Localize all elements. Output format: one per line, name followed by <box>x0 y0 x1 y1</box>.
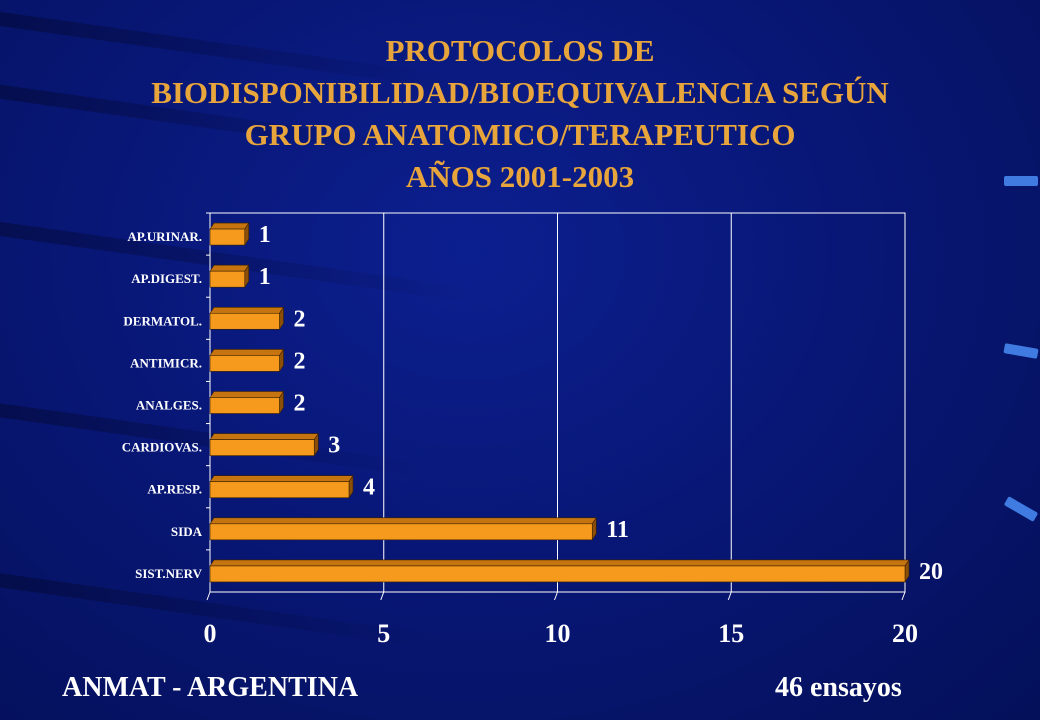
bar-top <box>209 306 285 314</box>
data-label: 20 <box>919 559 943 585</box>
x-tick-label: 0 <box>204 619 217 648</box>
title-line-3: GRUPO ANATOMICO/TERAPEUTICO <box>244 117 796 152</box>
x-tick <box>206 591 211 601</box>
bar <box>209 481 350 499</box>
data-label: 2 <box>294 348 306 374</box>
decorative-mark <box>1004 176 1038 186</box>
footer-count: 46 ensayos <box>775 672 902 703</box>
y-tick-label: AP.URINAR. <box>127 229 202 244</box>
data-label: 3 <box>328 433 340 459</box>
y-tick-label: DERMATOL. <box>123 313 202 328</box>
data-label: 1 <box>259 264 271 290</box>
x-tick-label: 15 <box>718 619 744 648</box>
data-label: 4 <box>363 475 375 501</box>
bar-top <box>209 222 250 230</box>
data-label: 1 <box>259 222 271 248</box>
bar <box>209 312 280 330</box>
y-tick-label: ANALGES. <box>136 398 202 413</box>
y-tick-label: SIDA <box>171 524 203 539</box>
y-tick-label: AP.RESP. <box>147 482 202 497</box>
footer-source: ANMAT - ARGENTINA <box>62 672 359 703</box>
data-label: 2 <box>294 391 306 417</box>
y-tick-label: SIST.NERV <box>135 566 202 581</box>
x-tick-label: 20 <box>892 619 918 648</box>
y-tick-label: ANTIMICR. <box>130 355 202 370</box>
bar-top <box>209 349 285 356</box>
bar-top <box>209 391 285 398</box>
x-tick <box>727 591 732 601</box>
bar <box>209 565 906 583</box>
data-label: 2 <box>294 306 306 332</box>
bar-top <box>209 475 354 483</box>
bar <box>209 397 280 414</box>
bar-top <box>209 433 319 440</box>
bar <box>209 439 315 456</box>
x-tick <box>901 591 906 601</box>
y-tick-label: AP.DIGEST. <box>131 271 202 286</box>
chart-title: PROTOCOLOS DE BIODISPONIBILIDAD/BIOEQUIV… <box>0 30 1040 198</box>
bar-top <box>209 559 910 567</box>
y-tick-label: CARDIOVAS. <box>122 440 202 455</box>
bar <box>209 228 246 246</box>
data-label: 11 <box>606 517 629 543</box>
bar <box>209 523 593 541</box>
x-tick <box>380 591 385 601</box>
bar <box>209 355 280 372</box>
bar-top <box>209 517 597 525</box>
x-tick-label: 5 <box>377 619 390 648</box>
bar-top <box>209 264 250 272</box>
x-tick <box>554 591 558 601</box>
x-tick-label: 10 <box>545 619 571 648</box>
bar <box>209 270 246 288</box>
title-line-2: BIODISPONIBILIDAD/BIOEQUIVALENCIA SEGÚN <box>151 75 889 110</box>
title-line-1: PROTOCOLOS DE <box>385 33 655 68</box>
title-line-4: AÑOS 2001-2003 <box>405 159 635 194</box>
